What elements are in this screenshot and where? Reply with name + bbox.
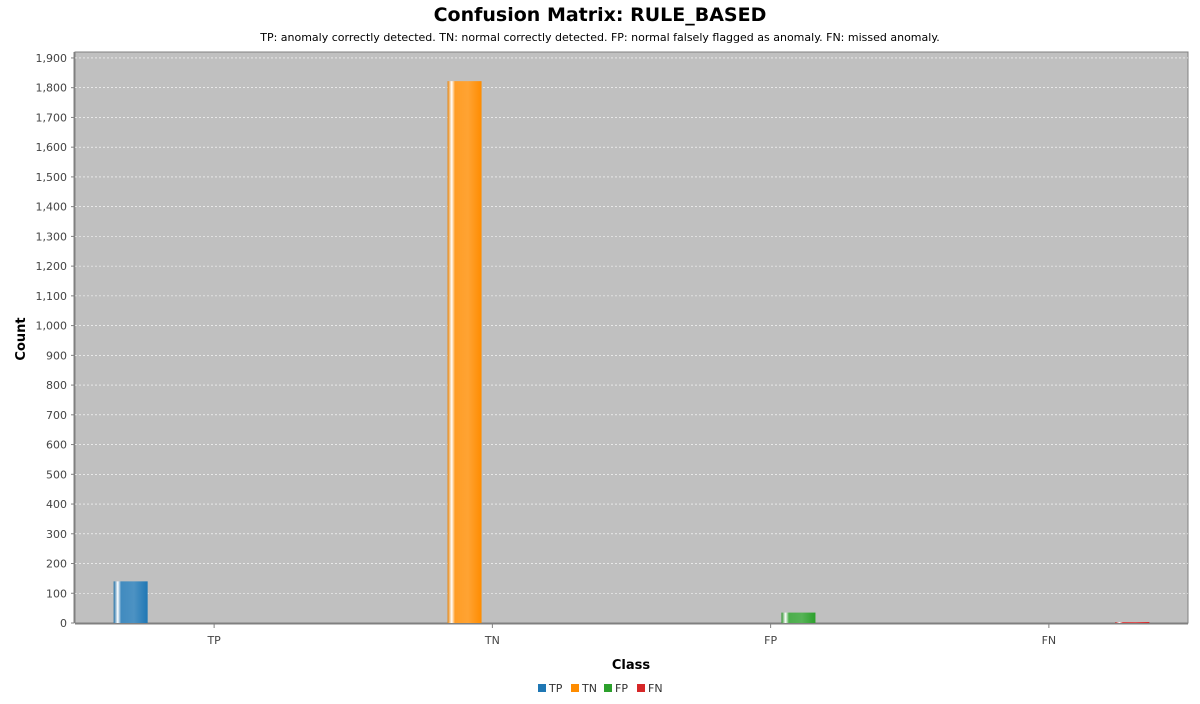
legend-label: FN <box>648 682 663 695</box>
legend-swatch <box>604 684 612 692</box>
legend-item-tn: TN <box>571 682 597 695</box>
grid-lines <box>75 57 1188 594</box>
bar-fp <box>781 612 816 623</box>
y-tick-label: 100 <box>46 587 67 600</box>
y-tick-label: 300 <box>46 528 67 541</box>
y-axis-label: Count <box>14 317 29 360</box>
bars <box>113 81 1150 624</box>
x-tick-label: FP <box>764 634 777 647</box>
bar-tp <box>113 581 148 623</box>
y-tick-label: 1,700 <box>36 111 68 124</box>
legend-label: FP <box>615 682 628 695</box>
chart-subtitle: TP: anomaly correctly detected. TN: norm… <box>259 31 940 44</box>
legend: TP TN FP FN <box>538 682 663 695</box>
y-tick-label: 200 <box>46 558 67 571</box>
x-tick-label: TN <box>484 634 500 647</box>
y-tick-label: 900 <box>46 349 67 362</box>
y-tick-label: 800 <box>46 379 67 392</box>
legend-item-tp: TP <box>538 682 563 695</box>
y-tick-label: 500 <box>46 468 67 481</box>
y-tick-label: 1,900 <box>36 52 68 65</box>
x-axis-label: Class <box>612 658 651 673</box>
x-axis: TP TN FP FN <box>75 623 1188 647</box>
y-tick-label: 400 <box>46 498 67 511</box>
y-axis: 0 100 200 300 400 500 600 700 800 900 1,000 1,100 1,… <box>36 52 75 630</box>
y-tick-label: 1,800 <box>36 82 68 95</box>
plot-area <box>74 51 1189 624</box>
y-tick-label: 1,400 <box>36 201 68 214</box>
x-tick-label: TP <box>206 634 221 647</box>
x-tick-label: FN <box>1042 634 1057 647</box>
y-tick-label: 600 <box>46 439 67 452</box>
bar-tn <box>447 81 482 624</box>
legend-swatch <box>571 684 579 692</box>
legend-label: TP <box>548 682 563 695</box>
legend-swatch <box>637 684 645 692</box>
legend-item-fp: FP <box>604 682 628 695</box>
y-tick-label: 1,100 <box>36 290 68 303</box>
y-tick-label: 1,300 <box>36 230 68 243</box>
y-tick-label: 1,600 <box>36 141 68 154</box>
y-tick-label: 1,500 <box>36 171 68 184</box>
y-tick-label: 700 <box>46 409 67 422</box>
y-tick-label: 1,200 <box>36 260 68 273</box>
legend-swatch <box>538 684 546 692</box>
chart-title: Confusion Matrix: RULE_BASED <box>434 4 767 26</box>
y-tick-label: 0 <box>60 617 67 630</box>
bar-fn <box>1115 622 1150 623</box>
y-tick-label: 1,000 <box>36 320 68 333</box>
legend-item-fn: FN <box>637 682 663 695</box>
legend-label: TN <box>581 682 597 695</box>
